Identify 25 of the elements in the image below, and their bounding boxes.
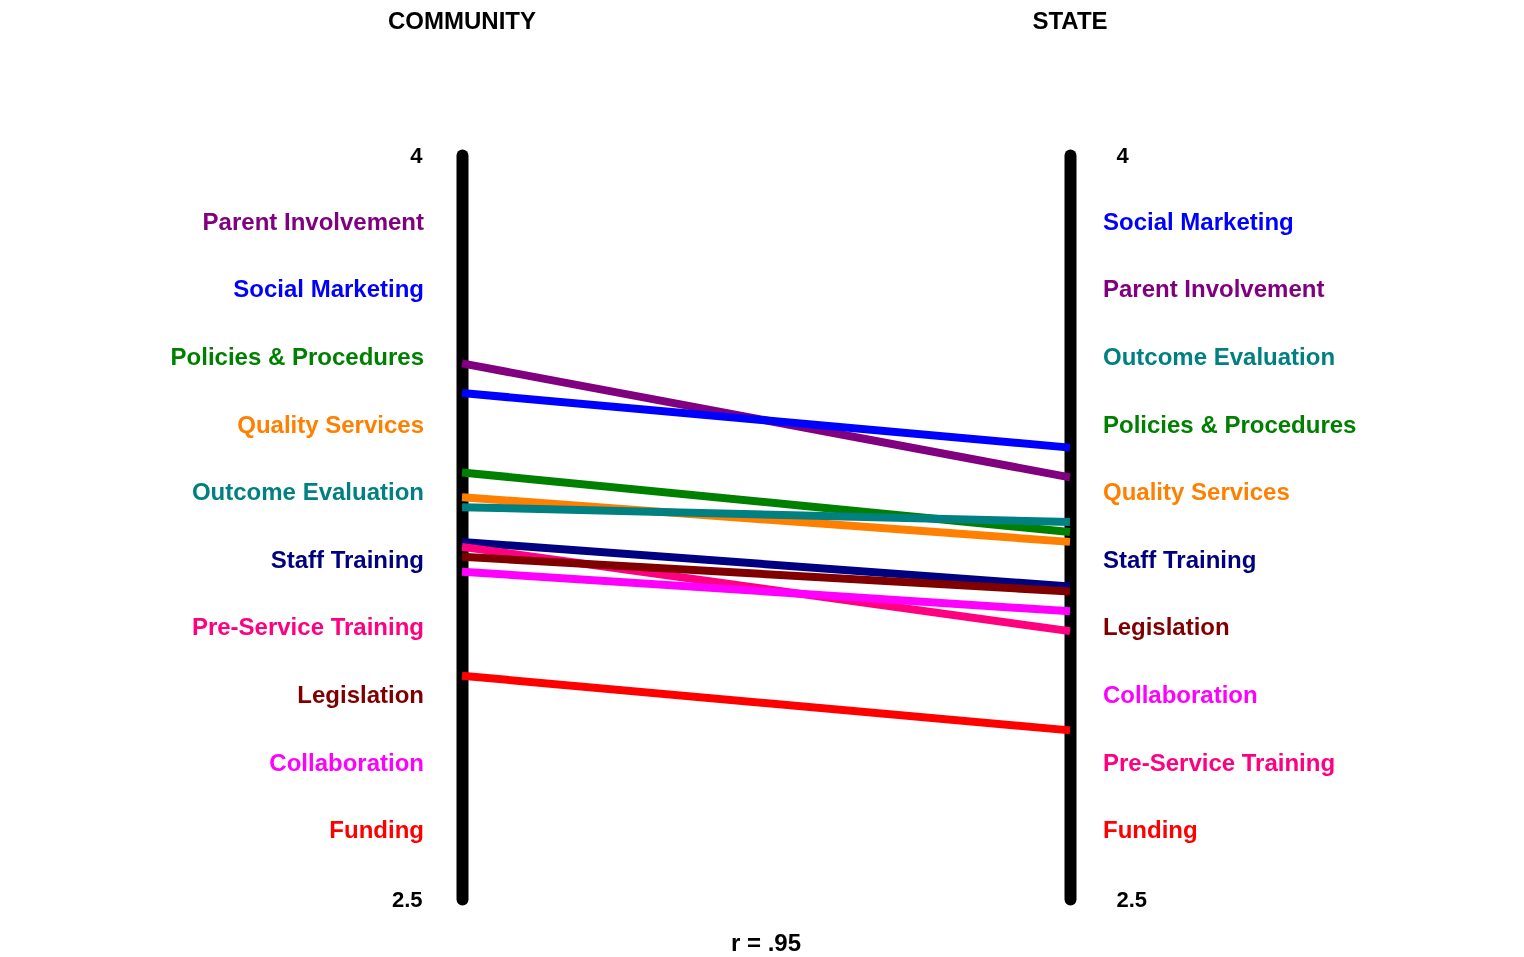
text: Pre-Service Training (1103, 748, 1336, 776)
text: Staff Training (270, 545, 424, 573)
series-label: Staff Training (1103, 545, 1257, 573)
text: Quality Services (237, 410, 424, 438)
x-tick-label: COMMUNITY (388, 7, 536, 34)
text: Parent Involvement (1103, 275, 1325, 303)
text: r = .95 (730, 929, 802, 956)
text: Collaboration (1103, 681, 1258, 709)
y2-tick-label: 4 (1116, 142, 1130, 168)
text: Social Marketing (233, 275, 424, 303)
text: Policies & Procedures (1103, 410, 1357, 438)
text: Legislation (297, 681, 424, 709)
series-label: Legislation (1103, 613, 1230, 641)
text: Quality Services (1103, 478, 1290, 506)
series-label: Outcome Evaluation (191, 478, 424, 506)
text: Outcome Evaluation (1103, 342, 1336, 370)
text: Collaboration (269, 748, 424, 776)
y2-tick-label: 2.5 (1116, 886, 1148, 912)
text: Parent Involvement (202, 207, 424, 235)
text: Pre-Service Training (191, 613, 424, 641)
text: Social Marketing (1103, 207, 1294, 235)
text: Funding (329, 816, 424, 844)
text: Funding (1103, 816, 1198, 844)
text: Policies & Procedures (170, 342, 424, 370)
x-tick-label: STATE (1032, 7, 1108, 34)
